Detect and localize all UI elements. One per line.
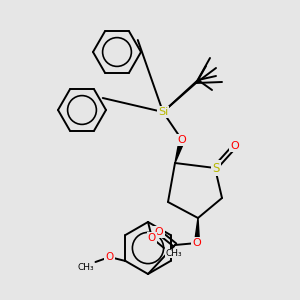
Text: CH₃: CH₃: [78, 263, 94, 272]
Polygon shape: [175, 139, 184, 163]
Text: S: S: [212, 161, 220, 175]
Text: O: O: [178, 135, 186, 145]
Polygon shape: [194, 218, 200, 243]
Text: O: O: [105, 252, 114, 262]
Text: O: O: [231, 141, 239, 151]
Text: O: O: [148, 233, 156, 243]
Text: Si: Si: [158, 107, 168, 117]
Text: O: O: [154, 227, 164, 237]
Text: CH₃: CH₃: [165, 249, 181, 258]
Text: O: O: [193, 238, 201, 248]
